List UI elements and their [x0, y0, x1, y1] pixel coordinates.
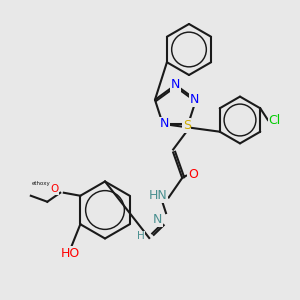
- Text: Cl: Cl: [269, 113, 281, 127]
- Text: S: S: [183, 119, 191, 132]
- Text: N: N: [153, 214, 162, 226]
- Text: N: N: [160, 118, 169, 130]
- Text: HN: HN: [149, 190, 168, 202]
- Text: N: N: [190, 93, 199, 106]
- Text: O: O: [50, 184, 58, 194]
- Text: H: H: [137, 232, 145, 242]
- Text: HO: HO: [61, 247, 80, 260]
- Text: N: N: [171, 78, 180, 92]
- Text: ethoxy: ethoxy: [32, 181, 51, 186]
- Text: O: O: [188, 168, 198, 181]
